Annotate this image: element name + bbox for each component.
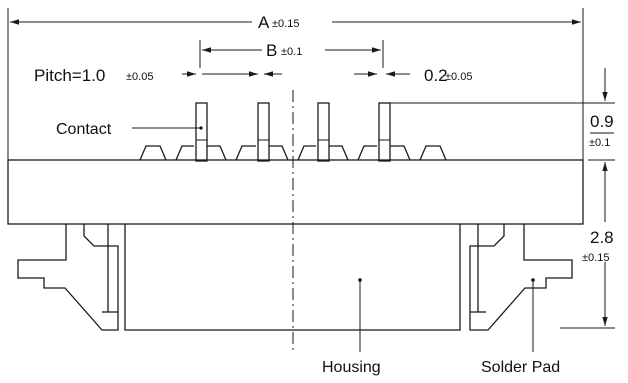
dimension-heights: 0.9 ±0.1 2.8 ±0.15 bbox=[390, 68, 615, 329]
callout-contact: Contact bbox=[56, 121, 200, 138]
dimension-contact-width: 0.2 ±0.05 bbox=[354, 66, 472, 85]
dimension-a-tolerance: ±0.15 bbox=[272, 18, 299, 30]
pitch-tolerance: ±0.05 bbox=[126, 71, 153, 83]
dimension-a: A ±0.15 bbox=[7, 8, 584, 160]
contact-width-label: 0.2 bbox=[424, 66, 448, 85]
dimension-b: B ±0.1 bbox=[199, 40, 384, 68]
dimension-a-label: A bbox=[258, 13, 270, 32]
left-solder-pad bbox=[17, 224, 119, 331]
contact-height-label: 0.9 bbox=[590, 112, 614, 131]
contact-callout-label: Contact bbox=[56, 121, 112, 138]
housing-callout-label: Housing bbox=[322, 359, 381, 376]
housing-top-ribs bbox=[139, 145, 447, 161]
contact-height-tolerance: ±0.1 bbox=[589, 137, 610, 149]
right-solder-pad bbox=[469, 224, 573, 331]
callout-housing: Housing bbox=[322, 278, 381, 376]
callout-solder-pad: Solder Pad bbox=[481, 278, 560, 376]
solder-pad-callout-label: Solder Pad bbox=[481, 359, 560, 376]
dimension-pitch: Pitch=1.0 ±0.05 bbox=[34, 66, 282, 85]
pitch-label: Pitch=1.0 bbox=[34, 66, 105, 85]
contact-width-tolerance: ±0.05 bbox=[445, 71, 472, 83]
housing-height-label: 2.8 bbox=[590, 228, 614, 247]
dimension-b-label: B bbox=[266, 41, 277, 60]
contact-pins bbox=[195, 102, 391, 162]
dimension-b-tolerance: ±0.1 bbox=[281, 46, 302, 58]
housing-body bbox=[7, 159, 584, 331]
housing-height-tolerance: ±0.15 bbox=[582, 252, 609, 264]
